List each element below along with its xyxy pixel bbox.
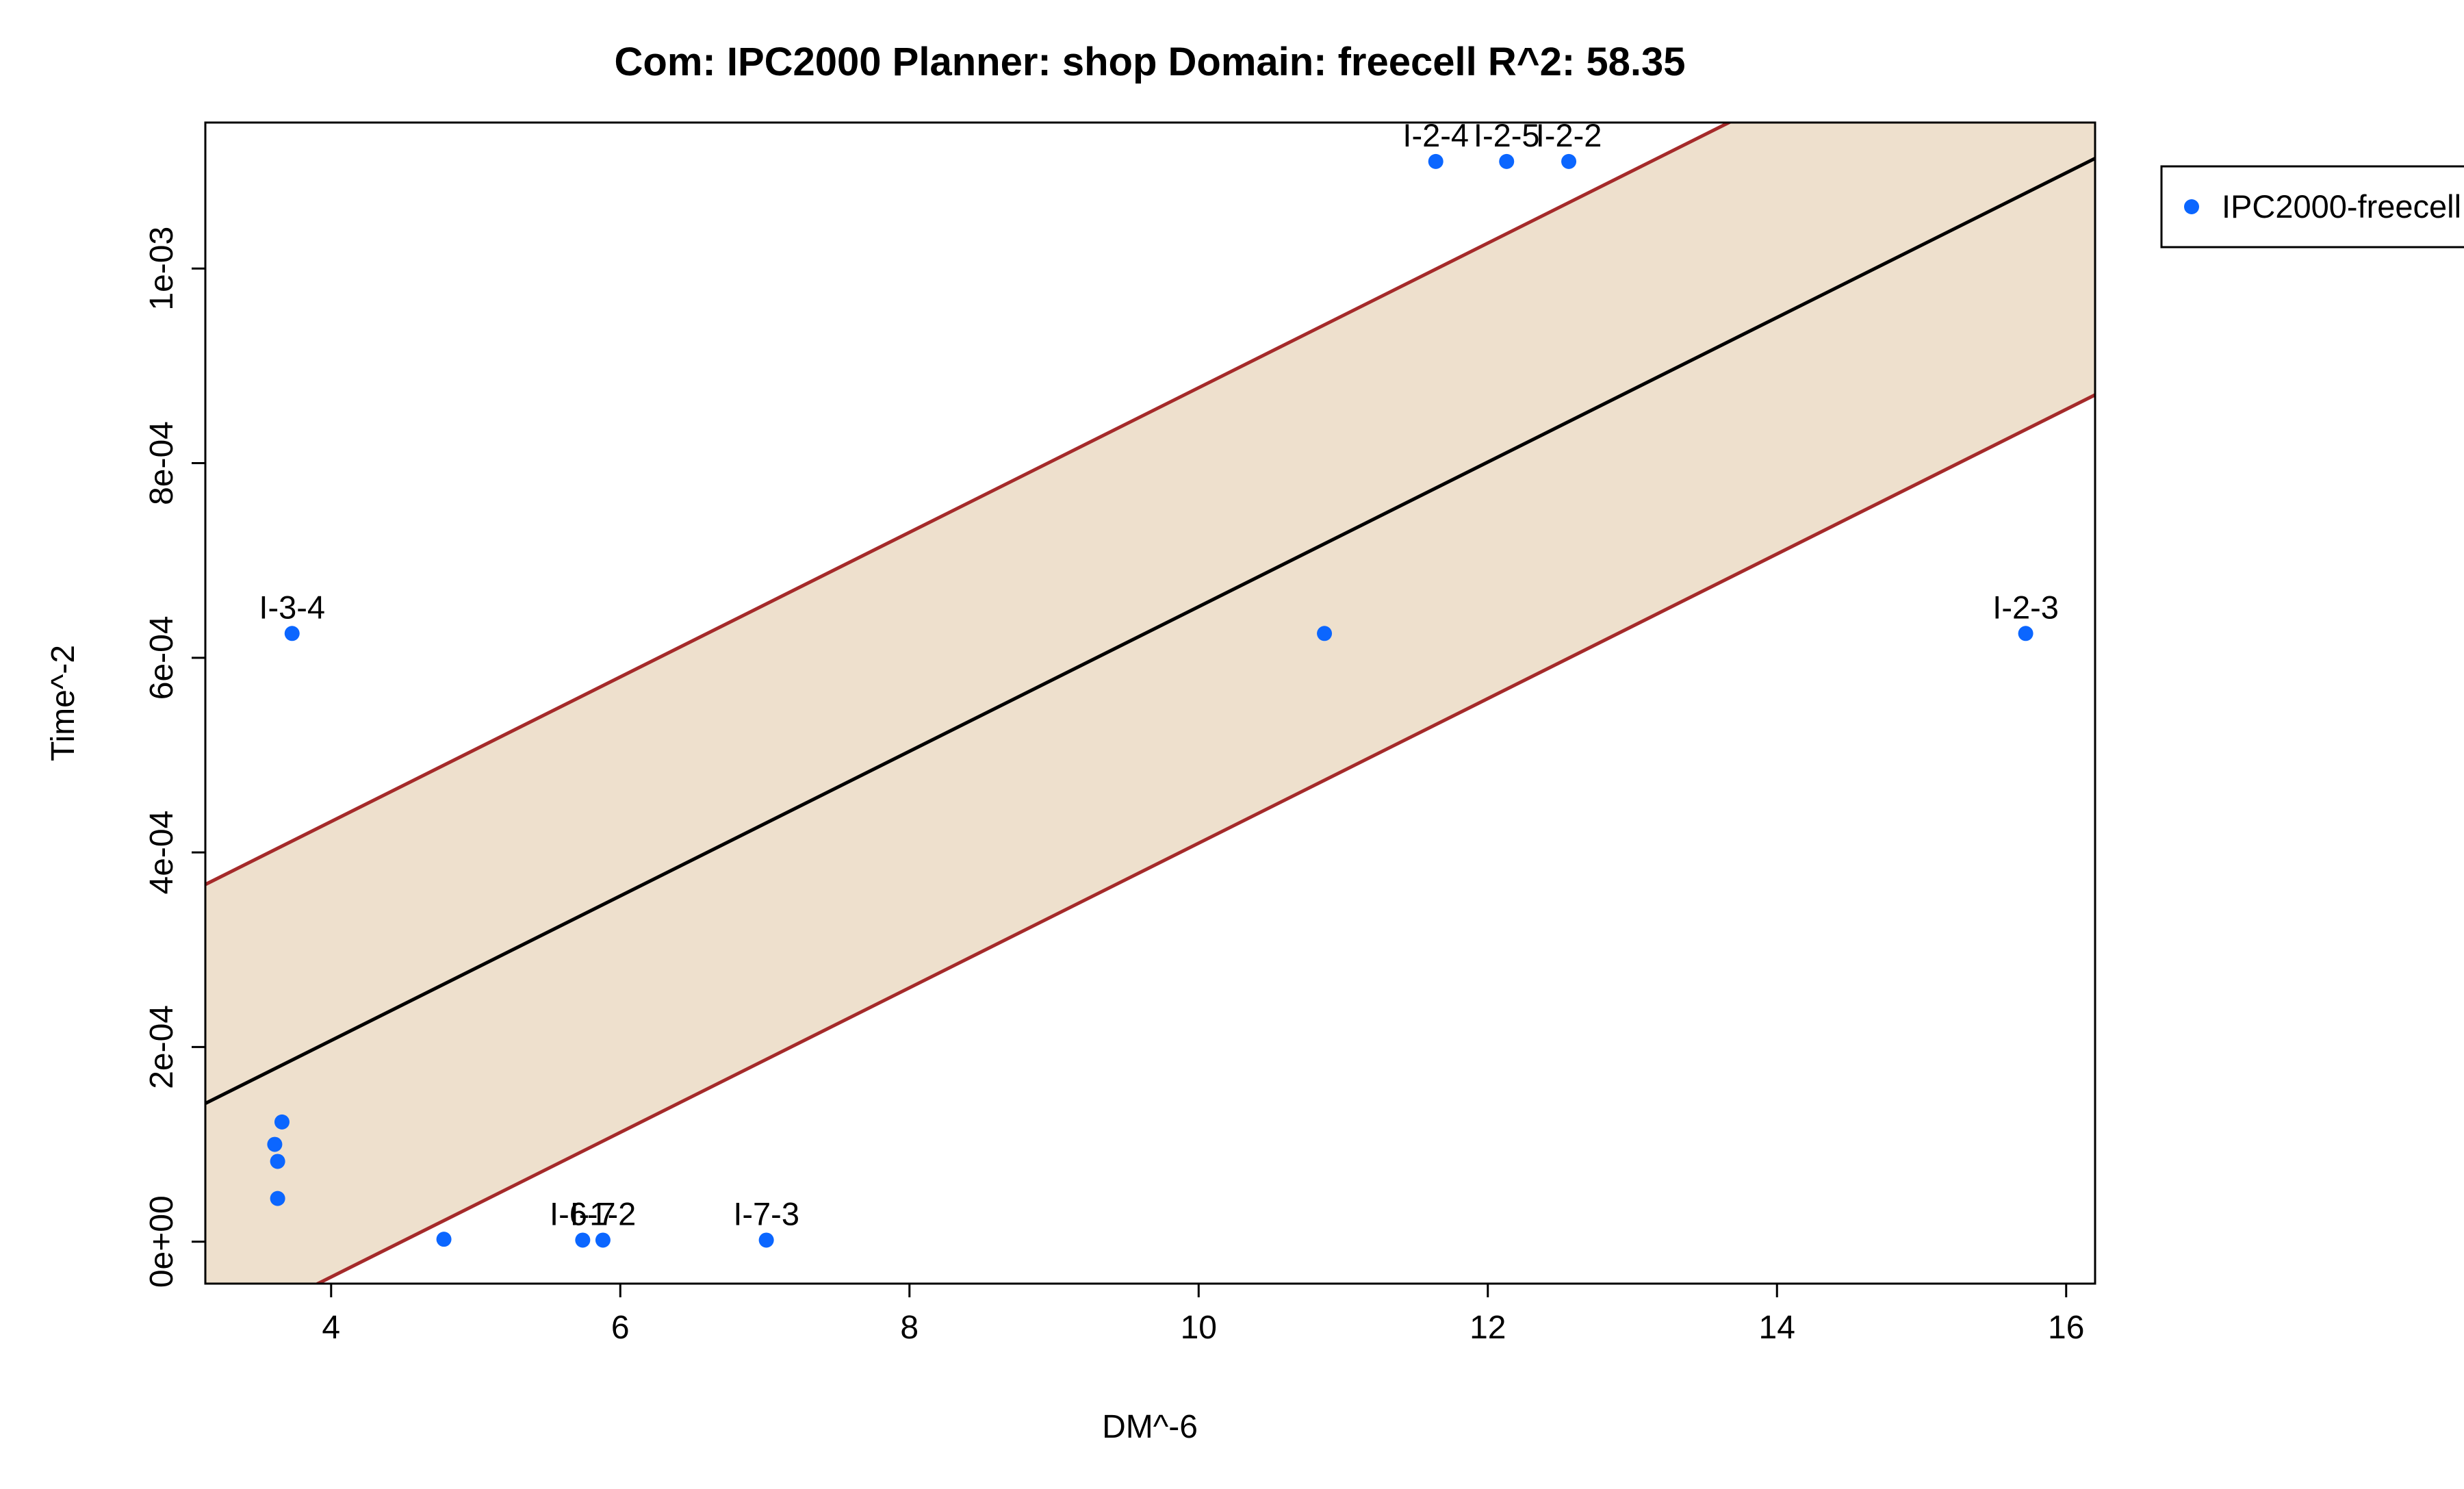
y-axis: 0e+00 2e-04 4e-04 6e-04 8e-04 1e-03 [144,227,205,1288]
plot-frame [204,121,2096,1285]
data-point [1428,153,1443,169]
y-tick-label: 8e-04 [144,421,180,505]
data-point [758,1232,774,1248]
y-tick-label: 6e-04 [144,615,180,700]
point-label: I-1-2 [570,1195,637,1232]
data-point [595,1232,611,1248]
data-point [436,1232,452,1247]
data-point [270,1154,285,1169]
lower-band-line [313,393,2095,1284]
confidence-band [205,123,2095,1284]
x-tick-label: 6 [611,1310,630,1346]
chart-title: Com: IPC2000 Planner: shop Domain: freec… [615,40,1686,84]
x-tick-label: 14 [1759,1310,1795,1346]
y-tick-label: 1e-03 [144,227,180,311]
x-tick-label: 8 [900,1310,919,1346]
data-point [267,1136,283,1152]
upper-band-line [205,123,1733,887]
legend-label: IPC2000-freecell [2222,188,2461,225]
point-labels: I-3-4I-6-7I-1-2 I-7-3I-2-4 I-2-5I-2-2I-2-3 [259,117,2058,1232]
legend-box [2160,165,2464,249]
y-tick-label: 0e+00 [144,1195,180,1288]
data-point [2018,626,2033,641]
x-tick-label: 12 [1470,1310,1506,1346]
data-point [270,1191,285,1206]
legend-marker [2184,199,2199,214]
plot-area [205,123,2095,1284]
data-point [575,1232,591,1248]
point-label: I-2-3 [1992,589,2059,625]
x-tick-label: 10 [1181,1310,1217,1346]
x-tick-label: 16 [2048,1310,2084,1346]
data-point [1561,153,1577,169]
data-points [267,153,2033,1248]
x-tick-label: 4 [322,1310,340,1346]
point-label: I-3-4 [259,589,325,625]
data-point [1499,153,1515,169]
x-axis-label: DM^-6 [1102,1409,1198,1445]
x-axis: 4 6 8 10 12 14 16 [322,1284,2084,1346]
data-point [274,1114,290,1130]
point-label: I-7-3 [733,1195,799,1232]
regression-line [205,157,2095,1106]
point-label: I-6-7 [550,1195,616,1232]
data-point [284,626,300,641]
y-tick-label: 4e-04 [144,811,180,895]
y-tick-label: 2e-04 [144,1005,180,1089]
y-axis-label: Time^-2 [45,645,81,761]
legend: IPC2000-freecell [2160,165,2464,249]
data-point [1317,626,1333,641]
